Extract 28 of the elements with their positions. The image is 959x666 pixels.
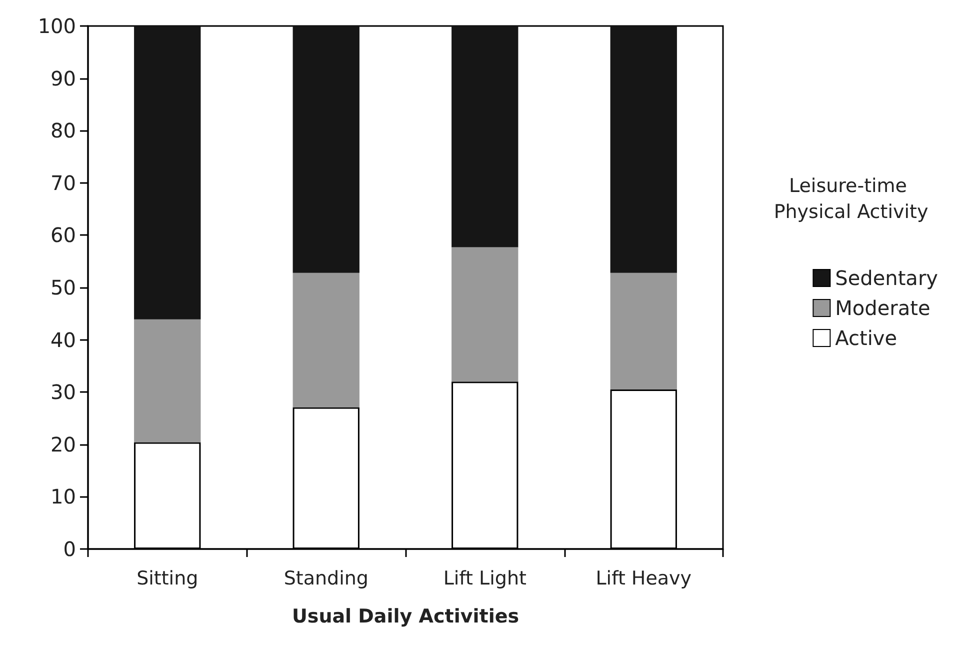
y-tick-label: 60 (50, 223, 76, 248)
legend-title: Leisure-time Physical Activity (774, 175, 928, 223)
bar (292, 272, 360, 408)
x-tick-label: Sitting (136, 568, 198, 590)
legend-label: Moderate (835, 296, 930, 320)
y-tick-label: 0 (63, 537, 76, 561)
x-tick-label: Lift Light (443, 568, 526, 590)
bar (134, 319, 201, 442)
y-tick-label: 30 (50, 380, 76, 404)
x-axis-title: Usual Daily Activities (292, 606, 520, 628)
bar (610, 26, 677, 273)
y-tick-label: 100 (38, 14, 76, 38)
y-tick-label: 70 (50, 170, 76, 195)
y-tick-label: 50 (50, 276, 76, 300)
y-tick-label: 40 (50, 328, 76, 352)
y-tick-label: 90 (50, 66, 76, 90)
y-tick-label: 10 (50, 484, 76, 509)
bar (610, 272, 677, 390)
bar (134, 26, 201, 320)
bar (452, 26, 518, 248)
y-tick-label: 80 (50, 118, 76, 143)
legend-label: Active (835, 326, 898, 350)
legend-label: Sedentary (835, 266, 938, 290)
x-tick-label: Standing (284, 568, 368, 590)
x-tick-label: Lift Heavy (596, 568, 692, 590)
y-tick-label: 20 (50, 432, 76, 456)
bar (292, 26, 360, 273)
bar (452, 247, 518, 382)
